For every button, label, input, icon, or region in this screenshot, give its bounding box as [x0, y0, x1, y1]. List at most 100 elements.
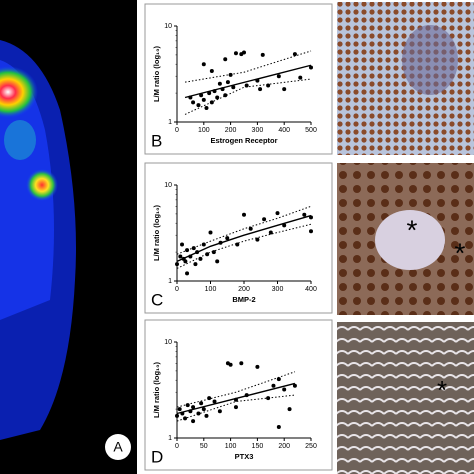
asterisk-icon: *	[407, 214, 418, 245]
data-point	[223, 57, 228, 62]
y-tick-label: 1	[168, 119, 172, 126]
y-axis-label: L/M ratio (log₁₀)	[152, 361, 161, 418]
x-axis-label: Estrogen Receptor	[210, 136, 277, 145]
x-tick-label: 0	[175, 443, 179, 450]
ci-line	[176, 394, 295, 422]
data-point	[205, 252, 210, 257]
data-point	[266, 396, 271, 401]
data-point	[276, 425, 281, 430]
y-axis-label: L/M ratio (log₁₀)	[152, 45, 161, 102]
data-point	[255, 364, 260, 369]
data-point	[242, 50, 246, 55]
x-tick-label: 100	[198, 127, 210, 134]
x-tick-label: 0	[175, 286, 179, 293]
data-point	[298, 75, 303, 80]
data-point	[185, 403, 190, 408]
data-point	[275, 211, 280, 216]
panel-label: B	[151, 131, 162, 150]
data-point	[255, 237, 260, 242]
panel-label: C	[151, 290, 163, 309]
data-point	[217, 409, 222, 414]
data-point	[175, 413, 179, 418]
data-point	[191, 100, 196, 105]
x-tick-label: 300	[272, 286, 284, 293]
data-point	[217, 81, 222, 86]
histology-images: * * *	[337, 2, 474, 474]
data-point	[215, 95, 220, 100]
data-point	[201, 242, 206, 247]
data-point	[239, 361, 244, 366]
data-point	[225, 236, 230, 241]
ci-line	[176, 223, 312, 269]
data-point	[196, 411, 201, 416]
x-tick-label: 500	[305, 127, 317, 134]
fit-line	[184, 64, 312, 99]
panel-label: D	[151, 447, 163, 466]
data-point	[175, 262, 179, 267]
data-point	[233, 51, 238, 56]
data-point	[309, 65, 313, 70]
y-axis-label: L/M ratio (log₁₀)	[152, 204, 161, 261]
x-axis-label: PTX3	[235, 452, 254, 461]
data-point	[209, 68, 214, 73]
asterisk-icon: *	[437, 375, 447, 405]
data-point	[287, 407, 292, 412]
x-axis-label: BMP-2	[232, 295, 255, 304]
data-point	[282, 387, 287, 392]
data-point	[201, 97, 206, 102]
x-tick-label: 50	[200, 443, 208, 450]
y-tick-label: 1	[168, 435, 172, 442]
data-point	[191, 405, 196, 410]
data-point	[204, 413, 209, 418]
data-point	[244, 83, 249, 88]
data-point	[248, 226, 253, 231]
ci-line	[184, 78, 312, 115]
x-tick-label: 100	[225, 443, 237, 450]
data-point	[201, 62, 206, 67]
panel-frame	[144, 3, 333, 155]
data-point	[178, 254, 183, 259]
ci-line	[184, 50, 312, 83]
data-point	[225, 80, 230, 85]
data-point	[191, 419, 196, 424]
ci-line	[176, 371, 296, 408]
fit-line	[176, 382, 296, 415]
data-point	[302, 212, 307, 217]
x-tick-label: 200	[225, 127, 237, 134]
data-point	[208, 230, 213, 235]
data-point	[199, 401, 204, 406]
fit-line	[176, 214, 312, 263]
y-tick-label: 10	[164, 23, 172, 30]
x-tick-label: 250	[305, 443, 317, 450]
data-point	[193, 262, 198, 267]
data-point	[271, 383, 276, 388]
x-tick-label: 0	[175, 127, 179, 134]
data-point	[282, 87, 287, 92]
data-point	[180, 242, 185, 247]
data-point	[196, 103, 201, 108]
data-point	[204, 105, 209, 110]
panel-frame	[144, 162, 333, 314]
x-tick-label: 200	[278, 443, 290, 450]
data-point	[183, 259, 188, 264]
panel-frame	[144, 319, 333, 471]
data-point	[268, 230, 273, 235]
y-tick-label: 10	[164, 339, 172, 346]
data-point	[292, 383, 297, 388]
data-point	[228, 362, 233, 367]
data-point	[260, 52, 265, 57]
data-point	[231, 85, 236, 90]
data-point	[215, 259, 220, 264]
data-point	[309, 229, 313, 234]
panel-label: A	[113, 439, 123, 455]
x-tick-label: 200	[238, 286, 250, 293]
data-point	[177, 407, 182, 412]
data-point	[233, 405, 238, 410]
x-tick-label: 150	[252, 443, 264, 450]
y-tick-label: 10	[164, 182, 172, 189]
y-tick-label: 1	[168, 278, 172, 285]
